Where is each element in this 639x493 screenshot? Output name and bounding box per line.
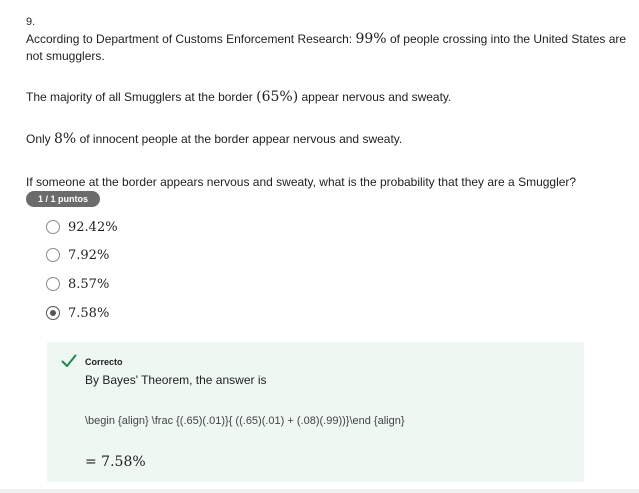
question-text: of innocent people at the border appear … (76, 132, 403, 146)
question-text: appear nervous and sweaty. (298, 90, 452, 104)
check-icon (61, 354, 77, 367)
radio-button[interactable] (46, 248, 60, 262)
feedback-panel: Correcto By Bayes' Theorem, the answer i… (47, 342, 584, 482)
answer-option[interactable]: 92.42% (46, 218, 118, 236)
option-label: 7.92% (68, 247, 110, 263)
question-paragraph-3: Only 8% of innocent people at the border… (26, 131, 402, 148)
math-value: (65%) (256, 89, 299, 105)
option-label: 92.42% (68, 219, 118, 235)
option-label: 8.57% (68, 276, 110, 292)
option-label: 7.58% (68, 305, 110, 321)
math-value: 99% (355, 31, 387, 47)
question-text: Only (26, 132, 55, 146)
question-paragraph-1: According to Department of Customs Enfor… (26, 31, 632, 65)
feedback-latex: \begin {align} \frac {(.65)(.01)}{ ((.65… (85, 415, 405, 427)
question-prompt: If someone at the border appears nervous… (26, 175, 577, 189)
feedback-status: Correcto (85, 357, 123, 367)
score-badge: 1 / 1 puntos (26, 191, 101, 207)
divider (0, 489, 639, 493)
answer-option[interactable]: 7.58% (46, 304, 109, 322)
question-number: 9. (26, 16, 36, 28)
question-paragraph-2: The majority of all Smugglers at the bor… (26, 89, 451, 106)
answer-option[interactable]: 7.92% (46, 246, 109, 264)
question-text: According to Department of Customs Enfor… (26, 32, 356, 46)
feedback-result: = 7.58% (85, 454, 146, 470)
radio-button-selected[interactable] (46, 306, 60, 320)
radio-button[interactable] (46, 277, 60, 291)
answer-option[interactable]: 8.57% (46, 275, 109, 293)
feedback-explanation: By Bayes' Theorem, the answer is (85, 373, 267, 387)
question-text: of people crossing into the United State… (26, 32, 627, 63)
question-text: The majority of all Smugglers at the bor… (26, 90, 257, 104)
math-value: 8% (54, 131, 77, 147)
radio-button[interactable] (46, 220, 60, 234)
